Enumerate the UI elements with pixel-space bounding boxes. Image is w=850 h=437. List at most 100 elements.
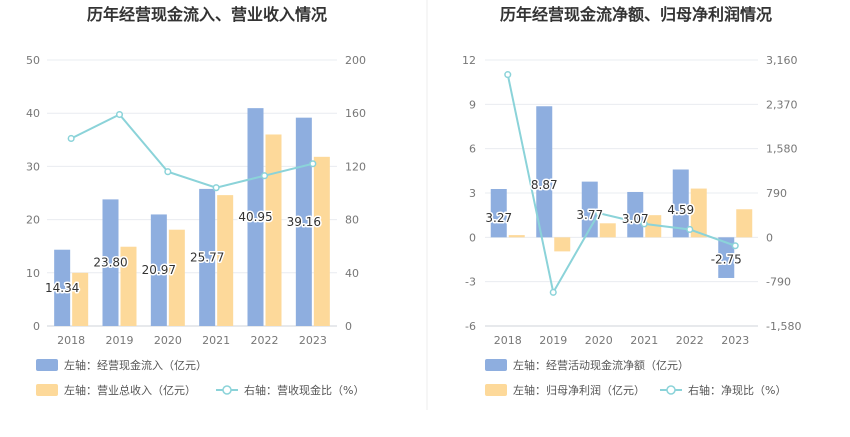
line-point: [260, 172, 269, 180]
line-point: [67, 134, 75, 143]
bar-primary: [536, 106, 553, 238]
line-point: [731, 242, 739, 250]
bar-data-label: 3.77: [576, 208, 603, 222]
bar-secondary: [736, 209, 753, 238]
bar-secondary: [599, 223, 616, 238]
bar-primary: [102, 199, 119, 326]
x-tick-label: 2020: [585, 334, 613, 347]
y-right-tick-label: 1,580: [766, 143, 798, 156]
y-left-tick-label: 9: [469, 98, 476, 111]
legend-label: 右轴：净现比（%）: [688, 383, 786, 397]
legend-label: 右轴：营收现金比（%）: [244, 383, 364, 397]
bar-primary: [718, 237, 735, 278]
line-point: [212, 184, 220, 192]
legend-swatch: [36, 359, 58, 371]
line-point: [686, 225, 694, 234]
bar-secondary: [313, 156, 330, 326]
line-point: [309, 160, 317, 168]
y-left-tick-label: 0: [469, 231, 476, 244]
y-right-tick-label: 0: [766, 231, 773, 244]
x-tick-label: 2023: [299, 334, 327, 347]
y-left-tick-label: -3: [465, 276, 476, 289]
y-left-tick-label: 3: [469, 187, 476, 200]
x-tick-label: 2021: [630, 334, 658, 347]
bar-secondary: [120, 246, 137, 326]
y-right-tick-label: 200: [345, 54, 366, 67]
legend-label: 左轴：经营现金流入（亿元）: [64, 358, 207, 372]
y-right-tick-label: 790: [766, 187, 787, 200]
y-left-tick-label: 20: [26, 214, 40, 227]
legend-label: 左轴：经营活动现金流净额（亿元）: [513, 358, 689, 372]
bar-secondary: [645, 215, 662, 238]
bar-data-label: 20.97: [142, 263, 176, 277]
y-left-tick-label: 40: [26, 107, 40, 120]
x-tick-label: 2019: [539, 334, 567, 347]
chart-title: 历年经营现金流净额、归母净利润情况: [500, 5, 772, 24]
y-right-tick-label: 160: [345, 107, 366, 120]
y-left-tick-label: 6: [469, 143, 476, 156]
legend: 左轴：经营现金流入（亿元） 左轴：营业总收入（亿元） 右轴：营收现金比（%）: [36, 358, 364, 397]
y-right-tick-label: 120: [345, 160, 366, 173]
bar-primary: [490, 189, 507, 238]
y-right-tick-label: 40: [345, 267, 359, 280]
net-cash-flow-profit-chart: 历年经营现金流净额、归母净利润情况 -6 -3 0 3 6 9 12 -1,580 -790 0 7…: [462, 5, 801, 397]
x-tick-label: 2018: [57, 334, 85, 347]
y-left-tick-label: -6: [465, 320, 476, 333]
y-right-tick-label: -1,580: [766, 320, 801, 333]
bar-data-label: 25.77: [190, 250, 224, 264]
bar-secondary: [508, 235, 525, 238]
bar-primary: [150, 214, 167, 326]
y-right-tick-label: 0: [345, 320, 352, 333]
bar-data-label: 14.34: [45, 281, 79, 295]
x-tick-label: 2022: [251, 334, 279, 347]
line-point: [164, 168, 172, 176]
line-point: [549, 288, 557, 296]
bar-primary: [672, 169, 689, 238]
line-point: [504, 71, 512, 79]
x-tick-label: 2019: [106, 334, 134, 347]
bar-data-label: 8.87: [531, 178, 558, 192]
legend-swatch: [36, 384, 58, 396]
bar-data-label: 40.95: [238, 210, 272, 224]
y-right-tick-label: 80: [345, 214, 359, 227]
bar-primary: [54, 249, 71, 326]
bar-secondary: [72, 272, 89, 326]
legend-label: 左轴：营业总收入（亿元）: [64, 383, 196, 397]
y-right-tick-label: -790: [766, 276, 791, 289]
legend-line-marker: [222, 385, 232, 395]
legend: 左轴：经营活动现金流净额（亿元） 左轴：归母净利润（亿元） 右轴：净现比（%）: [485, 358, 786, 397]
bar-secondary: [265, 134, 282, 326]
bar-secondary: [168, 229, 185, 326]
y-left-tick-label: 30: [26, 160, 40, 173]
legend-swatch: [485, 359, 507, 371]
x-tick-label: 2020: [154, 334, 182, 347]
y-left-tick-label: 50: [26, 54, 40, 67]
legend-swatch: [485, 384, 507, 396]
legend-label: 左轴：归母净利润（亿元）: [513, 383, 645, 397]
line-point: [595, 209, 603, 217]
bar-data-label: 4.59: [667, 203, 694, 217]
y-left-tick-label: 0: [33, 320, 40, 333]
bar-secondary: [554, 237, 571, 252]
cash-inflow-revenue-chart: 历年经营现金流入、营业收入情况 0 10 20 30 40 50 0 40 80 120 160 20…: [26, 5, 366, 397]
bar-data-label: 23.80: [93, 256, 127, 270]
bar-primary: [627, 191, 644, 238]
bar-primary: [295, 117, 312, 327]
bar-primary: [247, 108, 264, 326]
line-series: [70, 113, 314, 189]
bar-data-label: 3.27: [485, 211, 512, 225]
bar-primary: [199, 188, 216, 326]
line-point: [640, 220, 648, 228]
line-point: [115, 110, 124, 119]
bar-secondary: [217, 195, 234, 326]
y-right-tick-label: 3,160: [766, 54, 798, 67]
legend-line-marker: [666, 385, 676, 395]
y-left-tick-label: 10: [26, 267, 40, 280]
line-series: [506, 74, 736, 296]
bar-data-label: 39.16: [287, 215, 321, 229]
x-tick-label: 2018: [494, 334, 522, 347]
bar-data-label: 3.07: [622, 212, 649, 226]
bar-data-label: -2.75: [711, 253, 742, 267]
bar-secondary: [690, 188, 707, 238]
